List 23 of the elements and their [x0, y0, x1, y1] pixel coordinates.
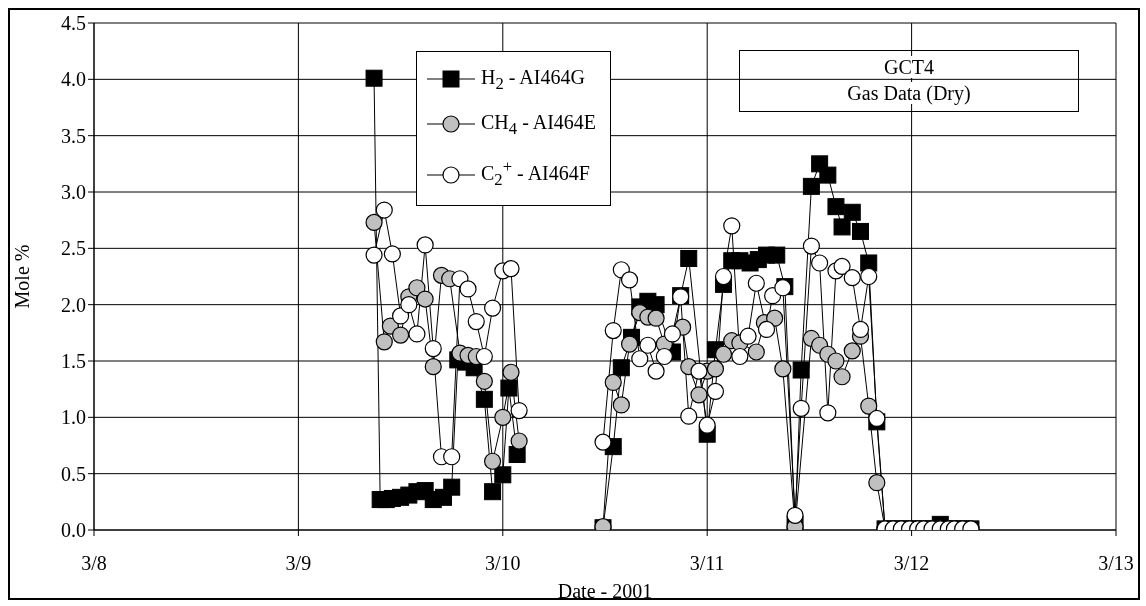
x-tick-label: 3/8 — [81, 552, 107, 574]
legend-label: H$_{2}$ - AI464G — [481, 66, 585, 93]
y-tick-label: 4.5 — [61, 12, 86, 35]
y-tick-label: 0.0 — [61, 519, 86, 542]
y-tick-label: 2.5 — [61, 237, 86, 260]
text: GCT4 — [881, 56, 937, 78]
y-tick-label: 3.0 — [61, 181, 86, 204]
y-tick-label: 2.0 — [61, 293, 86, 316]
y-tick-label: 3.5 — [61, 124, 86, 147]
x-tick-label: 3/9 — [285, 552, 312, 574]
legend-label: C$_{2}$$^{+}$ - AI464F — [481, 157, 590, 189]
x-tick-label: 3/12 — [893, 552, 930, 574]
y-axis-title: Mole % — [11, 244, 34, 309]
x-tick-label: 3/10 — [485, 552, 521, 574]
y-tick-label: 1.5 — [61, 350, 86, 373]
x-axis-title: Date - 2001 — [557, 580, 653, 602]
y-tick-label: 4.0 — [61, 68, 86, 91]
x-tick-label: 3/11 — [689, 552, 725, 574]
legend-label: CH$_{4}$ - AI464E — [481, 111, 597, 138]
y-tick-label: 1.0 — [61, 406, 86, 429]
x-tick-label: 3/13 — [1098, 552, 1134, 574]
text: Gas Data (Dry) — [844, 82, 974, 104]
y-tick-label: 0.5 — [61, 462, 86, 485]
